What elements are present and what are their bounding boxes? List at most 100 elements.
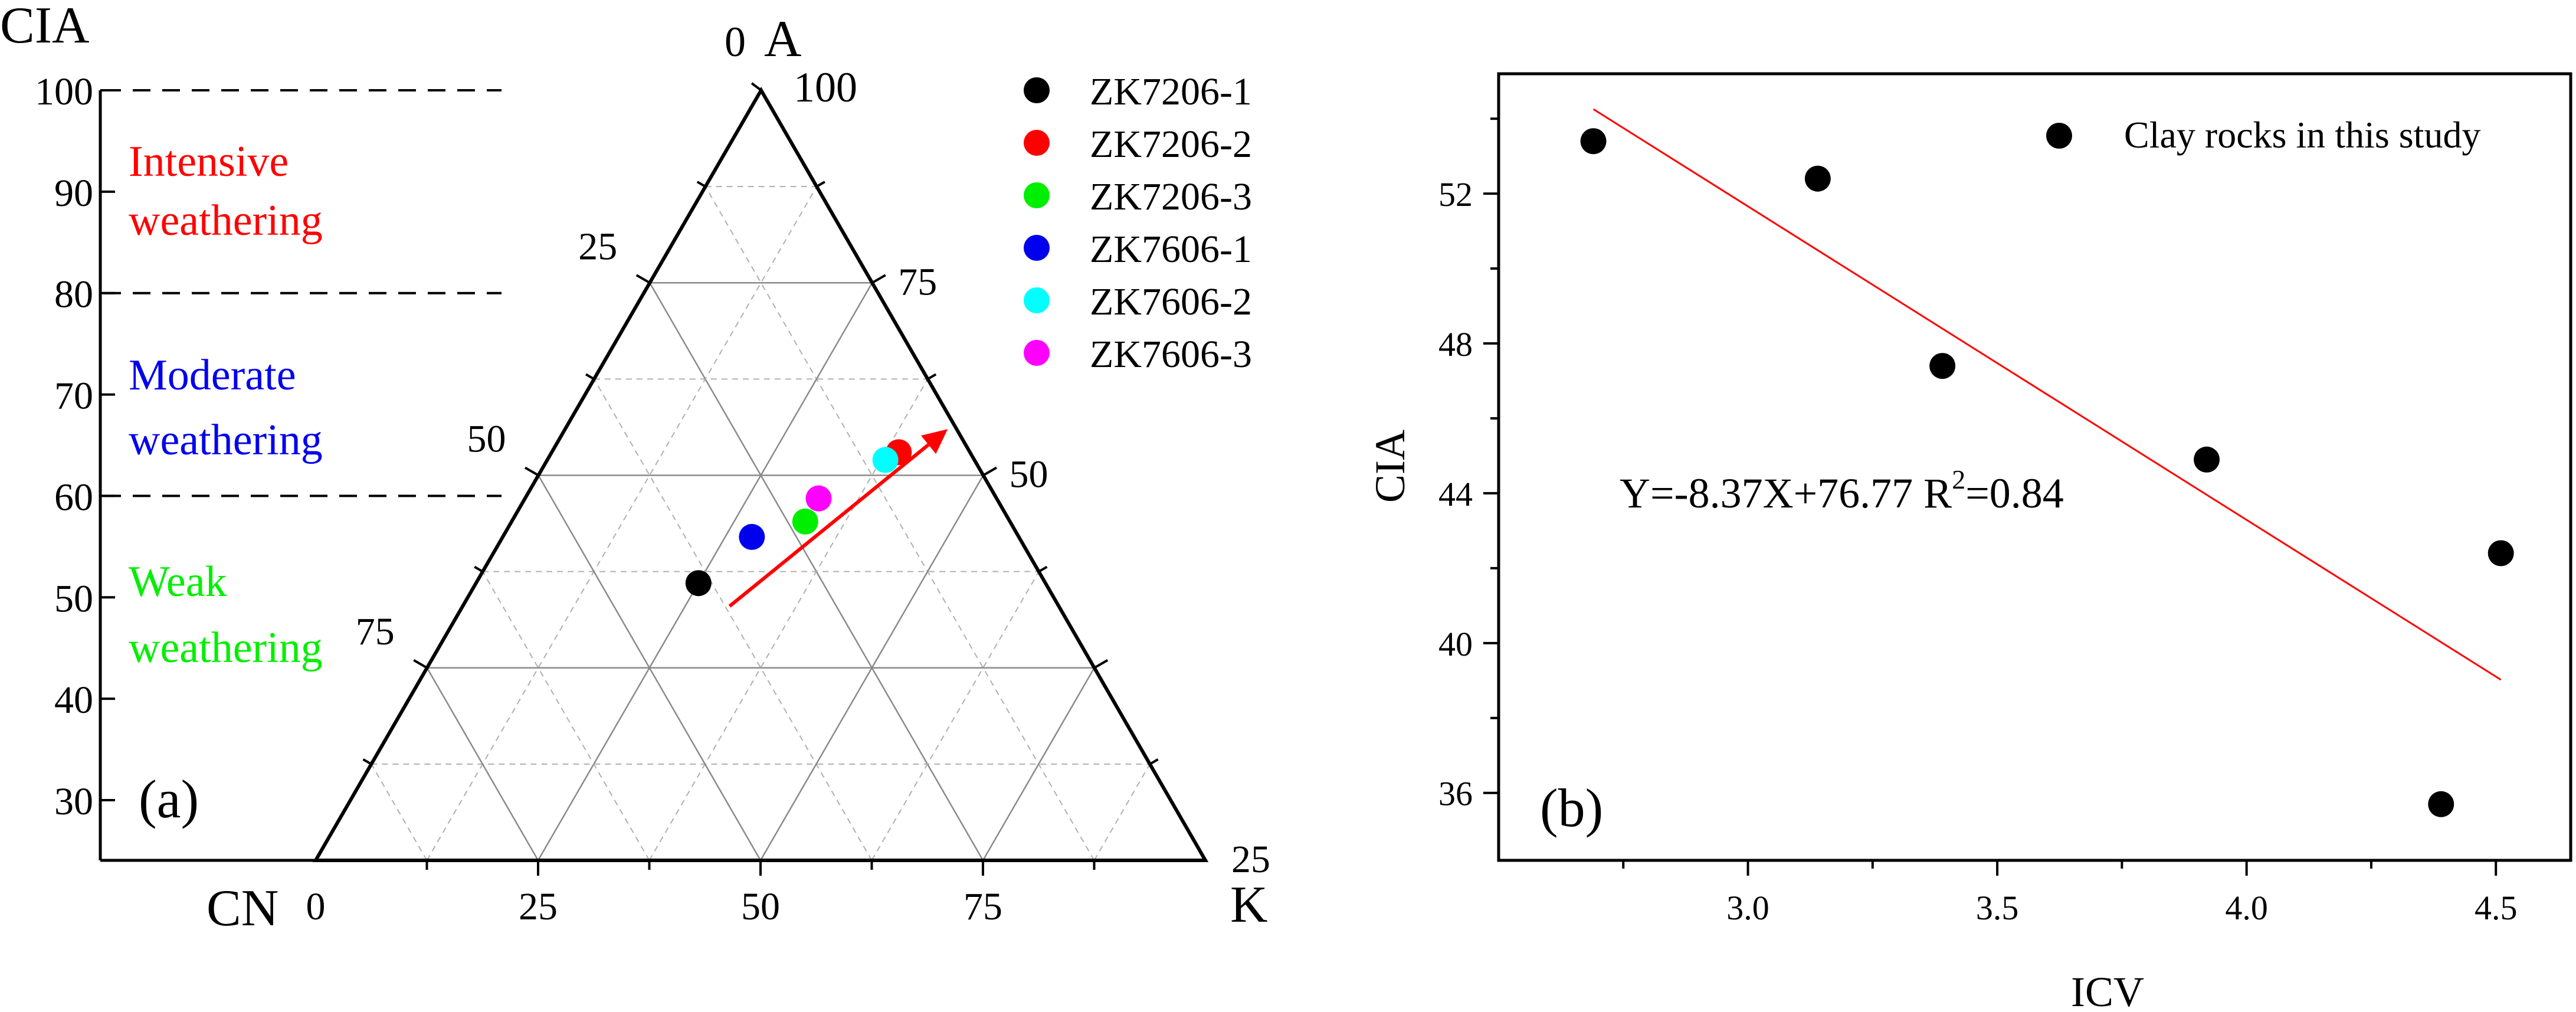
x-tick-label-3.0: 3.0 — [1726, 889, 1769, 927]
ternary-point-zk7606-2 — [872, 447, 899, 473]
grid-line-cn-37.5 — [594, 378, 873, 861]
left-edge-tick-87.5 — [696, 181, 706, 188]
scatter-point-6 — [2428, 791, 2454, 817]
legend-marker-zk7606-2 — [1024, 287, 1050, 313]
legend-marker-clay-rocks — [2046, 123, 2072, 149]
zone-label-2-line2: weathering — [129, 416, 323, 464]
legend-label-zk7606-2: ZK7606-2 — [1090, 280, 1252, 323]
panel-b-plot-frame — [1497, 72, 2572, 862]
y-tick-label-36: 36 — [1438, 775, 1473, 813]
scatter-point-2 — [1804, 165, 1831, 192]
y-tick-label-48: 48 — [1438, 325, 1473, 363]
right-edge-tick-12.5 — [1149, 758, 1159, 765]
zone-label-1-line2: weathering — [129, 196, 323, 245]
x-tick-label-3.5: 3.5 — [1976, 889, 2019, 927]
y-axis-label: CIA — [1366, 430, 1414, 503]
apex-tick — [750, 82, 762, 91]
left-edge-tick-50 — [524, 466, 539, 477]
cia-tick-label-100: 100 — [35, 70, 93, 113]
y-tick-label-52: 52 — [1438, 175, 1473, 214]
panel-b-legend: Clay rocks in this study — [2046, 114, 2480, 156]
grid-line-k-12.5 — [426, 186, 817, 861]
grid-line-k-62.5 — [871, 571, 1040, 861]
panel-a-ternary-chart: 30 40 50 60 70 80 90 100 Intensive weathering Mode… — [0, 0, 1270, 937]
regression-equation: Y=-8.37X+76.77 R2=0.84 — [1620, 464, 2064, 517]
left-edge-tick-label-50: 50 — [467, 418, 506, 461]
zone-label-1-line1: Intensive — [129, 137, 289, 186]
vertex-label-k: K — [1230, 876, 1268, 934]
left-edge-tick-12.5 — [362, 758, 372, 765]
panel-b-scatter-chart: 3.0 3.5 4.0 4.5 36 40 44 48 52 (b) ICV CIA Clay … — [1366, 72, 2572, 1012]
cia-tick-label-50: 50 — [54, 577, 93, 620]
y-tick-label-40: 40 — [1438, 625, 1473, 663]
ternary-grid — [371, 186, 1151, 861]
cia-scale: 30 40 50 60 70 80 90 100 Intensive weathering Mode… — [35, 70, 502, 823]
legend-label-zk7206-1: ZK7206-1 — [1090, 70, 1252, 113]
ternary-point-zk7206-1 — [685, 570, 712, 597]
right-edge-tick-label-50: 50 — [1010, 453, 1048, 496]
scatter-point-5 — [2487, 540, 2514, 566]
legend-marker-zk7606-3 — [1024, 340, 1050, 366]
legend-marker-zk7206-2 — [1024, 130, 1050, 156]
grid-line-k-75 — [982, 667, 1095, 861]
vertex-label-cn: CN — [207, 880, 278, 937]
bottom-edge-tick-label-75: 75 — [963, 885, 1002, 928]
x-tick-label-4.5: 4.5 — [2475, 889, 2518, 927]
scatter-point-4 — [2194, 446, 2220, 473]
ternary-tick-labels: 25 50 75 75 50 25 0 25 50 75 — [306, 82, 1270, 928]
legend-label-clay-rocks: Clay rocks in this study — [2124, 114, 2480, 156]
panel-b-label: (b) — [1540, 778, 1603, 838]
cia-tick-label-90: 90 — [54, 172, 93, 215]
panel-b-fit-line-layer — [1592, 108, 2502, 681]
right-edge-tick-25 — [1093, 659, 1109, 669]
left-edge-tick-37.5 — [474, 565, 484, 573]
panel-b-axes — [1497, 72, 2572, 862]
panel-a-label: (a) — [139, 769, 199, 829]
cia-tick-label-40: 40 — [54, 679, 93, 722]
ternary-points — [685, 429, 948, 608]
legend-label-zk7606-3: ZK7606-3 — [1090, 333, 1252, 376]
grid-line-cn-62.5 — [482, 571, 650, 861]
ternary-point-zk7606-1 — [739, 523, 765, 550]
cia-axis-label: CIA — [0, 0, 90, 54]
panel-b-points — [1580, 128, 2514, 817]
right-edge-tick-37.5 — [1038, 565, 1048, 573]
vertex-label-a: A — [764, 11, 802, 68]
left-edge-tick-label-75: 75 — [356, 610, 395, 653]
panel-b-tick-labels: 3.0 3.5 4.0 4.5 36 40 44 48 52 — [1438, 117, 2518, 927]
right-edge-tick-50 — [982, 466, 998, 477]
apex-tick-label: 0 — [725, 18, 746, 65]
grid-line-cn-87.5 — [371, 764, 428, 861]
trend-arrow-shaft — [728, 443, 930, 608]
panel-a-legend: ZK7206-1 ZK7206-2 ZK7206-3 ZK7606-1 ZK7606-2… — [1024, 70, 1252, 376]
legend-label-zk7206-2: ZK7206-2 — [1090, 123, 1252, 166]
legend-marker-zk7606-1 — [1024, 235, 1050, 261]
x-axis-label: ICV — [2071, 968, 2144, 1012]
scatter-point-3 — [1929, 353, 1956, 379]
zone-label-2-line1: Moderate — [129, 351, 296, 399]
legend-label-zk7206-3: ZK7206-3 — [1090, 175, 1252, 218]
grid-line-cn-75 — [426, 667, 539, 861]
grid-line-k-37.5 — [648, 378, 929, 861]
cia-tick-label-30: 30 — [54, 780, 93, 823]
zone-label-3-line1: Weak — [129, 558, 227, 606]
left-edge-tick-25 — [413, 659, 428, 669]
cia-tick-label-70: 70 — [54, 375, 93, 418]
legend-label-zk7606-1: ZK7606-1 — [1090, 228, 1252, 271]
grid-line-k-50 — [759, 474, 984, 861]
zone-label-3-line2: weathering — [129, 624, 323, 672]
bottom-edge-tick-label-0: 0 — [306, 885, 326, 928]
grid-line-cn-12.5 — [704, 186, 1095, 861]
left-edge-tick-62.5 — [585, 373, 595, 381]
top-value-label: 100 — [794, 64, 857, 111]
trend-arrow-head — [921, 429, 948, 454]
regression-fit-line — [1592, 108, 2502, 681]
bottom-edge-tick-label-25: 25 — [519, 885, 558, 928]
ternary-point-zk7606-3 — [805, 485, 832, 512]
bottom-edge-tick-label-50: 50 — [741, 885, 780, 928]
grid-line-cn-50 — [538, 474, 762, 861]
y-tick-label-44: 44 — [1438, 475, 1473, 513]
grid-line-k-87.5 — [1093, 764, 1151, 861]
right-edge-tick-label-75: 75 — [898, 260, 937, 303]
